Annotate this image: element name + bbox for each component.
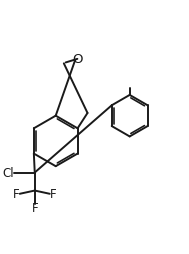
Text: O: O (72, 53, 83, 66)
Text: F: F (50, 187, 57, 200)
Text: F: F (12, 187, 19, 200)
Text: F: F (31, 201, 38, 214)
Text: Cl: Cl (3, 166, 14, 179)
